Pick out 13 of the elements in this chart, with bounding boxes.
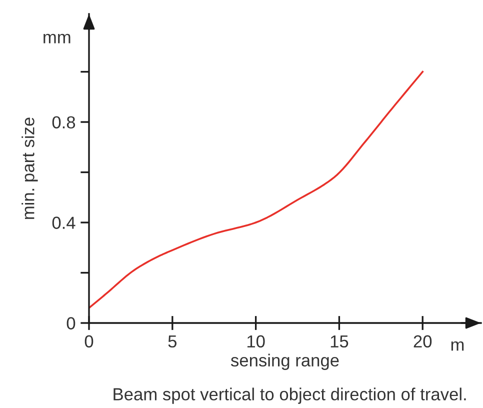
y-axis-title: min. part size [22, 118, 38, 219]
x-tick-label: 10 [247, 335, 265, 348]
y-tick-label: 0 [66, 317, 76, 330]
x-tick-label: 15 [330, 335, 348, 348]
text: Beam spot vertical to object direction of travel. [114, 388, 466, 404]
x-tick-label: 20 [414, 335, 432, 348]
y-tick-label: 0.8 [52, 116, 76, 128]
text: mm [44, 34, 70, 44]
x-tick-label: 5 [168, 335, 177, 348]
x-tick-label: 0 [84, 335, 94, 348]
text: m [451, 341, 464, 351]
y-tick-label: 0.4 [52, 216, 76, 229]
x-axis-title: sensing range [230, 354, 339, 370]
